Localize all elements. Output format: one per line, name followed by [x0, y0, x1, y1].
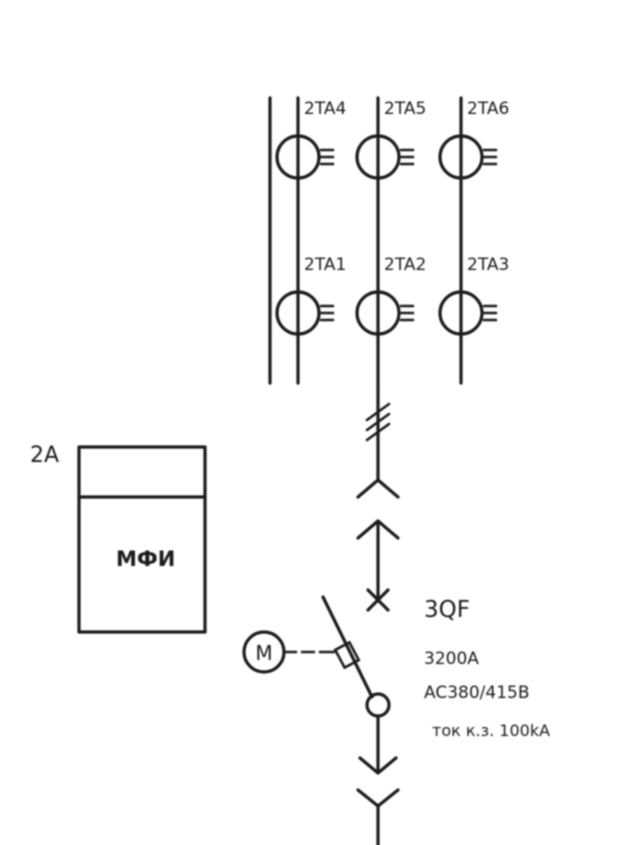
label-2ta5: 2TA5 [384, 99, 426, 119]
breaker-contact [365, 692, 391, 718]
breaker-rating: 3200A [424, 649, 479, 669]
breaker-short-circuit: ток к.з. 100kA [432, 721, 550, 740]
three-phase-marker [365, 402, 391, 442]
label-2ta6: 2TA6 [467, 99, 509, 119]
motor-symbol: M [255, 641, 272, 665]
breaker-blade [321, 595, 374, 699]
motor-operator [242, 630, 336, 674]
label-2ta2: 2TA2 [384, 255, 426, 275]
label-2ta3: 2TA3 [467, 255, 509, 275]
device-2a-box [77, 445, 207, 634]
breaker-ref: 3QF [424, 597, 470, 623]
breaker-voltage: AC380/415B [424, 683, 530, 703]
arrow-down [358, 756, 398, 775]
device-2a-name: МФИ [116, 547, 175, 571]
label-2ta1: 2TA1 [304, 255, 346, 275]
current-transformer-2ta4 [275, 134, 335, 180]
current-transformer-2ta6 [438, 134, 498, 180]
disconnect-contact-upper [356, 478, 400, 499]
disconnect-contact-bottom [356, 788, 400, 808]
breaker-x-mark [366, 588, 390, 612]
device-2a-ref: 2A [30, 443, 59, 468]
current-transformer-2ta2 [355, 290, 415, 336]
current-transformer-2ta1 [275, 290, 335, 336]
current-transformer-2ta5 [355, 134, 415, 180]
breaker-actuator [333, 640, 361, 670]
label-2ta4: 2TA4 [304, 99, 346, 119]
current-transformer-2ta3 [438, 290, 498, 336]
